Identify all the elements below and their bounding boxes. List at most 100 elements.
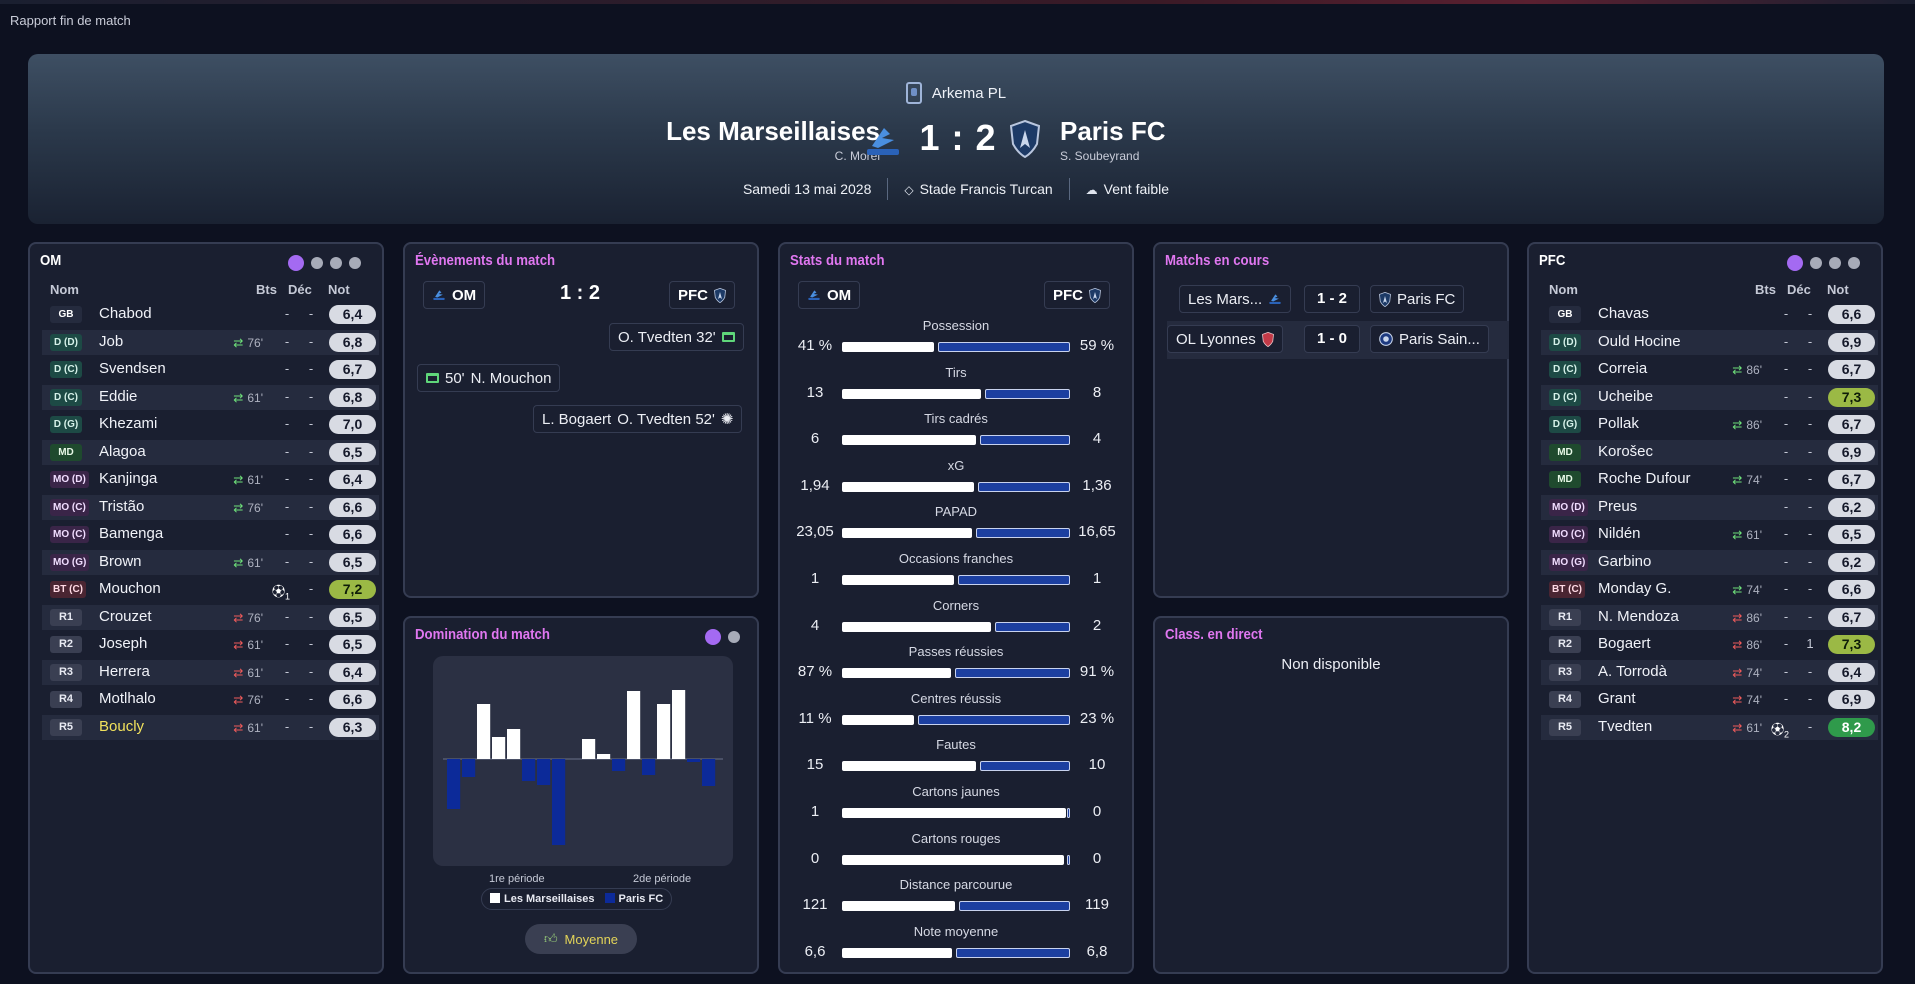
- page-dot-4[interactable]: [349, 257, 361, 269]
- event-goal-tvedten-32[interactable]: O. Tvedten 32': [609, 323, 744, 351]
- page-dot-1[interactable]: [288, 255, 304, 271]
- player-row[interactable]: MO (G) Garbino - -6,2: [1541, 549, 1878, 575]
- player-name[interactable]: Tvedten: [1598, 717, 1653, 735]
- player-name[interactable]: Crouzet: [99, 607, 152, 625]
- player-row[interactable]: R1 Crouzet ⇄ 76' - -6,5: [42, 604, 379, 630]
- player-name[interactable]: Chabod: [99, 305, 152, 322]
- live-match-away[interactable]: Paris FC: [1370, 285, 1465, 313]
- player-name[interactable]: Joseph: [99, 635, 148, 652]
- player-row[interactable]: MO (D) Preus - -6,2: [1541, 494, 1878, 520]
- player-row[interactable]: MD Alagoa - -6,5: [42, 439, 379, 465]
- player-row[interactable]: R1 N. Mendoza ⇄ 86' - -6,7: [1541, 604, 1878, 630]
- player-name[interactable]: Roche Dufour: [1598, 470, 1691, 487]
- player-row[interactable]: D (D) Ould Hocine - -6,9: [1541, 329, 1878, 355]
- col-goals[interactable]: Bts: [256, 282, 277, 297]
- player-row[interactable]: R2 Bogaert ⇄ 86' - 1 7,3: [1541, 632, 1878, 657]
- home-team-name[interactable]: Les Marseillaises: [666, 116, 880, 146]
- match-date: Samedi 13 mai 2028: [742, 181, 872, 197]
- col-goals[interactable]: Bts: [1755, 282, 1776, 297]
- live-match-home[interactable]: Les Mars...: [1179, 285, 1292, 313]
- player-row[interactable]: D (C) Correia ⇄ 86' - -6,7: [1541, 357, 1878, 382]
- col-name[interactable]: Nom: [1549, 282, 1578, 297]
- player-name[interactable]: Chavas: [1598, 305, 1649, 322]
- rating-badge: 6,6: [329, 690, 376, 709]
- player-row[interactable]: R2 Joseph ⇄ 61' - -6,5: [42, 632, 379, 657]
- player-row[interactable]: MD Korošec - -6,9: [1541, 439, 1878, 465]
- player-name[interactable]: Preus: [1598, 497, 1638, 515]
- player-name[interactable]: Bogaert: [1598, 635, 1651, 652]
- player-row[interactable]: R3 Herrera ⇄ 61' - -6,4: [42, 659, 379, 685]
- player-name[interactable]: Herrera: [99, 662, 150, 680]
- home-coach[interactable]: C. Morel: [834, 149, 880, 163]
- event-goal-tvedten-52[interactable]: L. Bogaert O. Tvedten 52' ✺: [533, 405, 743, 433]
- player-row[interactable]: GB Chavas - -6,6: [1541, 302, 1878, 327]
- live-match-row[interactable]: Les Mars... 1 - 2 Paris FC: [1167, 281, 1509, 319]
- player-name[interactable]: N. Mendoza: [1598, 607, 1679, 625]
- col-decisive[interactable]: Déc: [1787, 282, 1811, 297]
- col-name[interactable]: Nom: [50, 282, 79, 297]
- page-dot-2[interactable]: [728, 631, 740, 643]
- page-dot-3[interactable]: [1829, 257, 1841, 269]
- player-row[interactable]: MO (C) Tristão ⇄ 76' - -6,6: [42, 494, 379, 520]
- player-name[interactable]: Korošec: [1598, 442, 1654, 460]
- player-row[interactable]: MO (C) Bamenga - -6,6: [42, 522, 379, 547]
- player-name[interactable]: Correia: [1598, 360, 1648, 377]
- player-row[interactable]: MD Roche Dufour ⇄ 74' - -6,7: [1541, 467, 1878, 492]
- player-name[interactable]: Garbino: [1598, 552, 1652, 570]
- col-decisive[interactable]: Déc: [288, 282, 312, 297]
- col-rating[interactable]: Not: [1827, 282, 1849, 297]
- player-row[interactable]: R5 Tvedten ⇄ 61' ⚽︎2 -8,2: [1541, 714, 1878, 740]
- player-row[interactable]: D (G) Pollak ⇄ 86' - -6,7: [1541, 412, 1878, 437]
- player-name[interactable]: Ucheibe: [1598, 387, 1654, 405]
- player-row[interactable]: R3 A. Torrodà ⇄ 74' - -6,4: [1541, 659, 1878, 685]
- player-name[interactable]: Motlhalo: [99, 690, 156, 707]
- player-row[interactable]: MO (D) Kanjinga ⇄ 61' - -6,4: [42, 467, 379, 492]
- player-name[interactable]: Grant: [1598, 690, 1636, 707]
- live-match-home[interactable]: OL Lyonnes: [1167, 325, 1283, 353]
- away-team-name[interactable]: Paris FC: [1060, 116, 1166, 146]
- player-row[interactable]: D (C) Ucheibe - -7,3: [1541, 384, 1878, 410]
- player-name[interactable]: Nildén: [1598, 525, 1641, 542]
- player-name[interactable]: Eddie: [99, 387, 138, 405]
- player-row[interactable]: BT (C) Monday G. ⇄ 74' - -6,6: [1541, 577, 1878, 602]
- page-dot-1[interactable]: [705, 629, 721, 645]
- page-dot-3[interactable]: [330, 257, 342, 269]
- col-rating[interactable]: Not: [328, 282, 350, 297]
- player-row[interactable]: D (D) Job ⇄ 76' - -6,8: [42, 329, 379, 355]
- player-name[interactable]: Brown: [99, 552, 142, 570]
- page-dot-2[interactable]: [311, 257, 323, 269]
- page-dot-1[interactable]: [1787, 255, 1803, 271]
- player-name[interactable]: Tristão: [99, 497, 145, 515]
- player-row[interactable]: D (G) Khezami - -7,0: [42, 412, 379, 437]
- player-row[interactable]: D (C) Eddie ⇄ 61' - -6,8: [42, 384, 379, 410]
- player-row[interactable]: R4 Motlhalo ⇄ 76' - -6,6: [42, 687, 379, 712]
- player-row[interactable]: R4 Grant ⇄ 74' - -6,9: [1541, 687, 1878, 712]
- player-row[interactable]: MO (G) Brown ⇄ 61' - -6,5: [42, 549, 379, 575]
- live-match-row[interactable]: OL Lyonnes 1 - 0 Paris Sain...: [1167, 321, 1509, 359]
- player-name[interactable]: Pollak: [1598, 415, 1639, 432]
- player-name[interactable]: Ould Hocine: [1598, 332, 1681, 350]
- player-row[interactable]: D (C) Svendsen - -6,7: [42, 357, 379, 382]
- player-name[interactable]: Job: [99, 332, 124, 350]
- player-name[interactable]: Alagoa: [99, 442, 146, 460]
- player-name[interactable]: Kanjinga: [99, 470, 158, 487]
- player-row[interactable]: R5 Boucly ⇄ 61' - -6,3: [42, 714, 379, 740]
- player-name[interactable]: Khezami: [99, 415, 158, 432]
- live-match-away[interactable]: Paris Sain...: [1370, 325, 1489, 353]
- player-name[interactable]: Boucly: [99, 717, 145, 735]
- player-name[interactable]: Monday G.: [1598, 580, 1672, 597]
- player-name[interactable]: Mouchon: [99, 580, 161, 597]
- away-coach[interactable]: S. Soubeyrand: [1060, 149, 1140, 163]
- player-row[interactable]: BT (C) Mouchon ⚽︎1 -7,2: [42, 577, 379, 602]
- player-row[interactable]: GB Chabod - -6,4: [42, 302, 379, 327]
- stadium[interactable]: ◇ Stade Francis Turcan: [904, 181, 1052, 197]
- page-dot-4[interactable]: [1848, 257, 1860, 269]
- event-goal-mouchon-50[interactable]: 50' N. Mouchon: [417, 364, 561, 392]
- page-dot-2[interactable]: [1810, 257, 1822, 269]
- player-name[interactable]: A. Torrodà: [1598, 662, 1667, 680]
- away-dominance-bar: [702, 759, 716, 786]
- player-name[interactable]: Svendsen: [99, 360, 166, 377]
- player-name[interactable]: Bamenga: [99, 525, 164, 542]
- decisive-value: -: [308, 416, 314, 431]
- player-row[interactable]: MO (C) Nildén ⇄ 61' - -6,5: [1541, 522, 1878, 547]
